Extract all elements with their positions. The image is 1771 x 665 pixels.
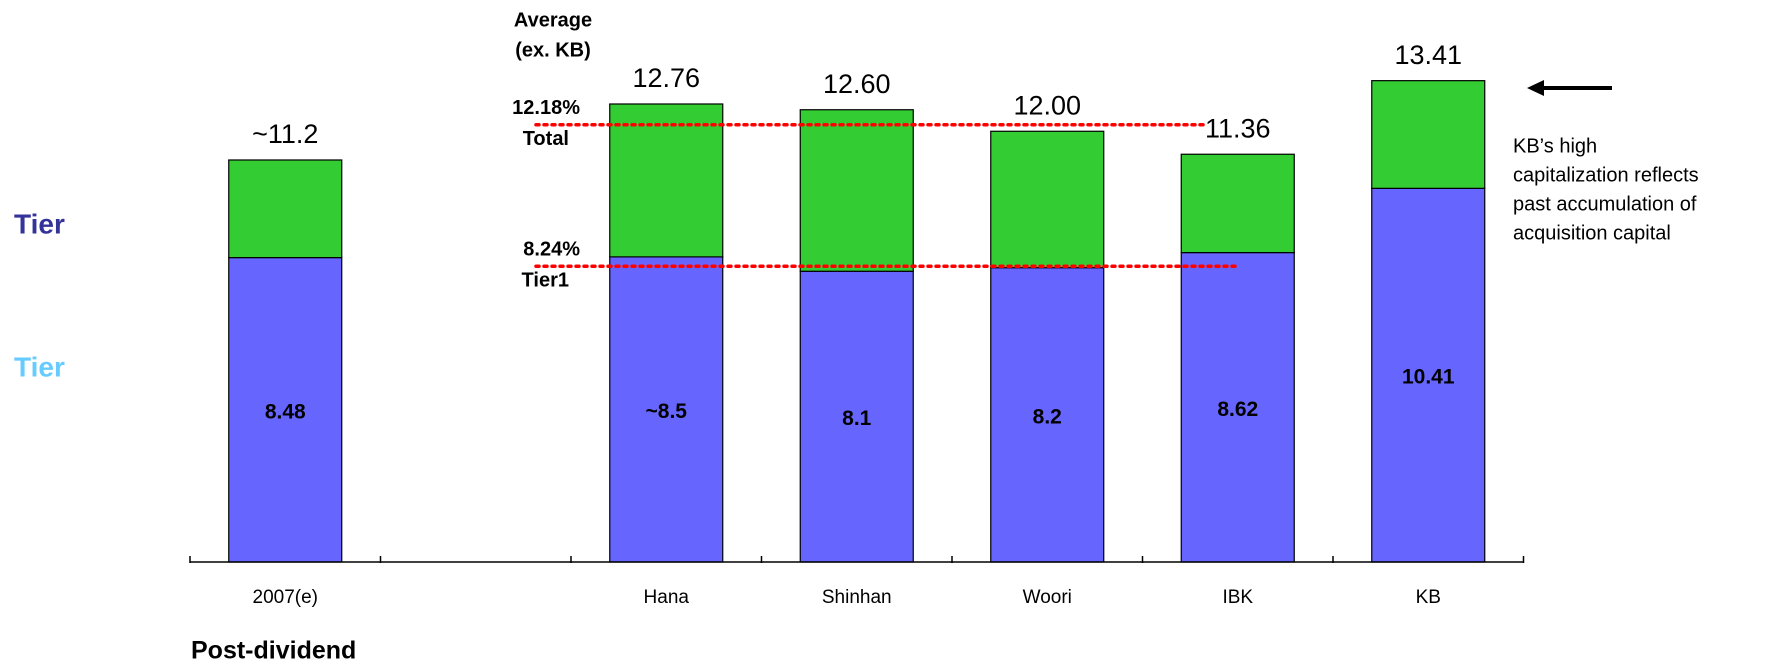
- reference-value-label: 8.24%: [523, 239, 580, 261]
- bar-value-label: 8.1: [842, 407, 872, 430]
- annotation-line: KB’s high: [1513, 135, 1597, 157]
- x-tick-label: Hana: [644, 587, 690, 608]
- bar-segment: [609, 103, 724, 258]
- bar-segment: [990, 130, 1105, 269]
- annotation-line: past accumulation of: [1513, 193, 1697, 215]
- legend-label: Tier: [14, 351, 65, 382]
- footer: Post-dividend: [191, 637, 356, 665]
- bar-value-label: 8.48: [265, 400, 306, 423]
- total-label: 12.76: [632, 63, 700, 93]
- bar-segment: [609, 256, 724, 563]
- bar-value-label: ~8.5: [646, 400, 688, 423]
- x-tick-label: Shinhan: [822, 587, 892, 608]
- reference-title: Average: [514, 9, 592, 31]
- bar-segment: [1180, 251, 1295, 563]
- total-label: 13.41: [1394, 40, 1462, 70]
- total-label: 11.36: [1205, 113, 1271, 143]
- bar-value-label: 8.2: [1033, 405, 1062, 428]
- x-tick-label: KB: [1416, 587, 1441, 608]
- bar-segment: [228, 159, 343, 259]
- total-label: 12.60: [823, 69, 891, 99]
- bar-value-label: 10.41: [1402, 366, 1455, 389]
- legend-label: Tier: [14, 208, 65, 239]
- x-tick-label: IBK: [1222, 587, 1253, 608]
- annotation-line: capitalization reflects: [1513, 164, 1699, 186]
- bar-segment: [1371, 187, 1486, 563]
- bar-segment: [1180, 153, 1295, 254]
- reference-name: Total: [523, 128, 569, 150]
- x-tick-label: 2007(e): [253, 587, 319, 608]
- annotation-line: acquisition capital: [1513, 222, 1671, 244]
- total-label: 12.00: [1013, 90, 1081, 120]
- bar-value-label: 8.62: [1217, 398, 1258, 421]
- reference-title: (ex. KB): [515, 39, 591, 61]
- annotation-arrowhead: [1527, 80, 1544, 96]
- reference-value-label: 12.18%: [512, 97, 580, 119]
- total-label: ~11.2: [252, 119, 318, 149]
- bar-segment: [1371, 80, 1486, 189]
- bar-segment: [990, 267, 1105, 563]
- bar-segment: [799, 109, 914, 272]
- reference-name: Tier1: [522, 270, 569, 292]
- x-tick-label: Woori: [1023, 587, 1072, 608]
